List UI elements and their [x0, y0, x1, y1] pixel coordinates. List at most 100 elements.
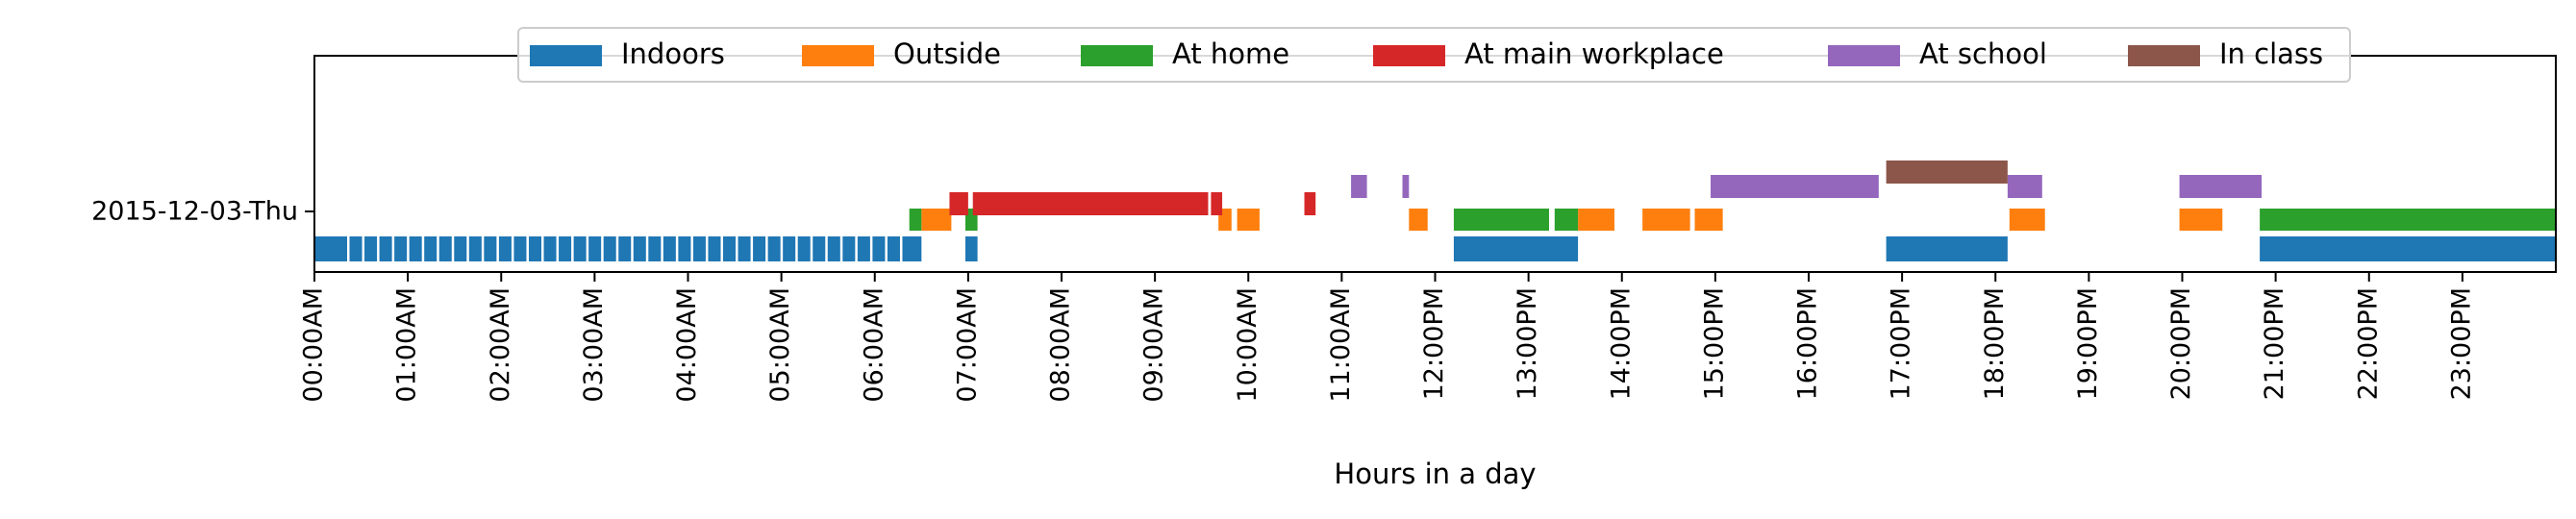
x-tick-label: 08:00AM: [1046, 287, 1076, 403]
legend-label: At home: [1172, 37, 1289, 70]
indoors-sample-gap: [705, 236, 709, 261]
bar-at-home-4: [2260, 209, 2556, 231]
row-label: 2015-12-03-Thu: [91, 197, 298, 227]
x-tick-label: 09:00AM: [1139, 287, 1169, 403]
indoors-sample-gap: [750, 236, 754, 261]
legend-swatch: [1373, 45, 1445, 66]
x-tick-label: 10:00AM: [1233, 287, 1263, 403]
bar-in-class-0: [1886, 161, 2008, 184]
indoors-sample-gap: [780, 236, 784, 261]
indoors-sample-gap: [407, 236, 410, 261]
indoors-sample-gap: [586, 236, 589, 261]
x-tick-label: 11:00AM: [1326, 287, 1356, 403]
bar-at-school-3: [2007, 175, 2042, 198]
bar-indoors-1: [964, 236, 978, 261]
x-tick-label: 23:00PM: [2446, 287, 2476, 400]
bar-outside-0: [921, 209, 952, 231]
indoors-sample-gap: [391, 236, 395, 261]
indoors-sample-gap: [855, 236, 858, 261]
indoors-sample-gap: [661, 236, 663, 261]
legend-swatch: [1828, 45, 1900, 66]
x-tick-label: 00:00AM: [299, 287, 329, 403]
bar-outside-4: [1578, 209, 1614, 231]
x-axis-label: Hours in a day: [1334, 457, 1536, 490]
bar-outside-8: [2179, 209, 2223, 231]
indoors-sample-gap: [631, 236, 634, 261]
indoors-sample-gap: [810, 236, 813, 261]
indoors-sample-gap: [675, 236, 679, 261]
indoors-sample-gap: [451, 236, 455, 261]
indoors-sample-gap: [736, 236, 738, 261]
bar-at-main-workplace-1: [972, 192, 1209, 215]
x-tick-label: 15:00PM: [1699, 287, 1729, 400]
indoors-sample-gap: [437, 236, 439, 261]
bar-at-school-1: [1402, 175, 1410, 198]
bar-at-home-3: [1554, 209, 1579, 231]
bar-indoors-4: [2260, 236, 2556, 261]
x-tick-label: 01:00AM: [392, 287, 422, 403]
bar-outside-5: [1642, 209, 1690, 231]
y-axis-tick: 2015-12-03-Thu: [91, 197, 314, 227]
bar-at-home-2: [1453, 209, 1549, 231]
indoors-sample-gap: [615, 236, 619, 261]
legend-label: At school: [1919, 37, 2047, 70]
indoors-sample-gap: [839, 236, 843, 261]
indoors-sample-gap: [869, 236, 873, 261]
x-tick-label: 04:00AM: [672, 287, 702, 403]
x-tick-label: 16:00PM: [1793, 287, 1823, 400]
indoors-sample-gap: [795, 236, 798, 261]
x-tick-label: 13:00PM: [1513, 287, 1542, 400]
legend-swatch: [530, 45, 602, 66]
indoors-sample-gap: [362, 236, 365, 261]
bar-at-main-workplace-2: [1211, 192, 1223, 215]
x-tick-label: 07:00AM: [952, 287, 982, 403]
x-tick-label: 06:00AM: [859, 287, 888, 403]
indoors-sample-gap: [526, 236, 529, 261]
indoors-sample-gap: [556, 236, 560, 261]
indoors-sample-gap: [571, 236, 574, 261]
x-tick-label: 17:00PM: [1887, 287, 1916, 400]
legend-swatch: [2128, 45, 2200, 66]
indoors-sample-gap: [720, 236, 723, 261]
x-tick-label: 05:00AM: [765, 287, 795, 403]
x-tick-label: 03:00AM: [579, 287, 609, 403]
legend-label: Outside: [893, 37, 1001, 70]
legend-label: At main workplace: [1464, 37, 1724, 70]
x-tick-label: 22:00PM: [2353, 287, 2383, 400]
bar-at-home-0: [909, 209, 922, 231]
indoors-sample-gap: [825, 236, 828, 261]
bar-at-main-workplace-0: [949, 192, 968, 215]
indoors-sample-gap: [541, 236, 544, 261]
x-tick-label: 20:00PM: [2166, 287, 2196, 400]
legend: Indoors Outside At home At main workplace At…: [517, 27, 2351, 83]
indoors-sample-gap: [511, 236, 514, 261]
bar-outside-3: [1409, 209, 1428, 231]
indoors-sample-gap: [601, 236, 604, 261]
bar-at-main-workplace-3: [1304, 192, 1316, 215]
indoors-sample-gap: [765, 236, 768, 261]
indoors-sample-gap: [885, 236, 888, 261]
bar-outside-2: [1237, 209, 1260, 231]
x-tick-label: 21:00PM: [2260, 287, 2289, 400]
indoors-sample-gap: [481, 236, 485, 261]
x-tick-label: 14:00PM: [1606, 287, 1636, 400]
bar-indoors-2: [1453, 236, 1579, 261]
x-tick-label: 12:00PM: [1419, 287, 1449, 400]
bar-outside-6: [1694, 209, 1723, 231]
x-tick-label: 19:00PM: [2073, 287, 2103, 400]
indoors-sample-gap: [421, 236, 425, 261]
indoors-sample-gap: [377, 236, 380, 261]
bar-at-school-2: [1711, 175, 1879, 198]
legend-swatch: [1081, 45, 1153, 66]
x-tick-label: 02:00AM: [486, 287, 515, 403]
x-axis-ticks: 00:00AM 01:00AM 02:00AM 03:00AM 04:00AM 05:00…: [299, 272, 2476, 403]
legend-swatch: [802, 45, 874, 66]
x-tick-label: 18:00PM: [1980, 287, 2010, 400]
indoors-sample-gap: [690, 236, 693, 261]
bar-at-school-0: [1351, 175, 1367, 198]
legend-label: Indoors: [621, 37, 725, 70]
bar-at-school-4: [2179, 175, 2263, 198]
indoors-sample-gap: [346, 236, 350, 261]
indoors-sample-gap: [496, 236, 499, 261]
